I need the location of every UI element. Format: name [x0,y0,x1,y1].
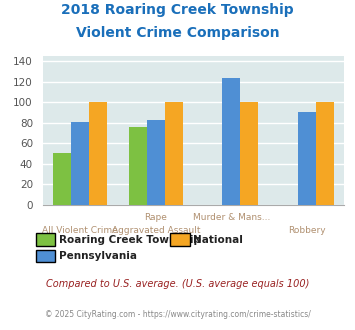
Bar [147,119,165,205]
Text: Roaring Creek Township: Roaring Creek Township [59,235,201,245]
Text: © 2025 CityRating.com - https://www.cityrating.com/crime-statistics/: © 2025 CityRating.com - https://www.city… [45,310,310,319]
Bar [240,102,258,205]
Text: Rape: Rape [144,213,167,222]
Text: Murder & Mans...: Murder & Mans... [192,213,270,222]
Bar [316,102,334,205]
Text: Violent Crime Comparison: Violent Crime Comparison [76,26,279,40]
Text: Pennsylvania: Pennsylvania [59,251,137,261]
Bar [53,153,71,205]
Bar [129,127,147,205]
Bar [222,78,240,205]
Bar [297,113,316,205]
Text: Robbery: Robbery [288,226,326,235]
Text: National: National [193,235,243,245]
Text: All Violent Crime: All Violent Crime [43,226,118,235]
Bar [165,102,183,205]
Text: Aggravated Assault: Aggravated Assault [111,226,200,235]
Bar [71,122,89,205]
Text: Compared to U.S. average. (U.S. average equals 100): Compared to U.S. average. (U.S. average … [46,279,309,289]
Bar [89,102,108,205]
Text: 2018 Roaring Creek Township: 2018 Roaring Creek Township [61,3,294,17]
